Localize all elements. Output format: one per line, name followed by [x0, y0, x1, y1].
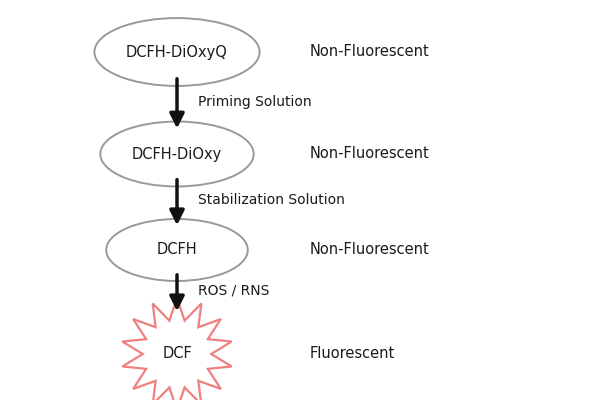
Text: DCFH: DCFH	[157, 242, 197, 258]
Text: Priming Solution: Priming Solution	[198, 94, 312, 108]
Text: ROS / RNS: ROS / RNS	[198, 284, 269, 298]
Ellipse shape	[106, 219, 248, 281]
Text: DCF: DCF	[162, 346, 192, 362]
Text: Non-Fluorescent: Non-Fluorescent	[310, 44, 430, 60]
Ellipse shape	[94, 18, 260, 86]
Polygon shape	[122, 298, 232, 400]
Text: DCFH-DiOxy: DCFH-DiOxy	[132, 146, 222, 162]
Text: Non-Fluorescent: Non-Fluorescent	[310, 146, 430, 162]
Text: Stabilization Solution: Stabilization Solution	[198, 194, 345, 207]
Text: DCFH-DiOxyQ: DCFH-DiOxyQ	[126, 44, 228, 60]
Ellipse shape	[100, 122, 254, 186]
Text: Non-Fluorescent: Non-Fluorescent	[310, 242, 430, 258]
Text: Fluorescent: Fluorescent	[310, 346, 395, 362]
